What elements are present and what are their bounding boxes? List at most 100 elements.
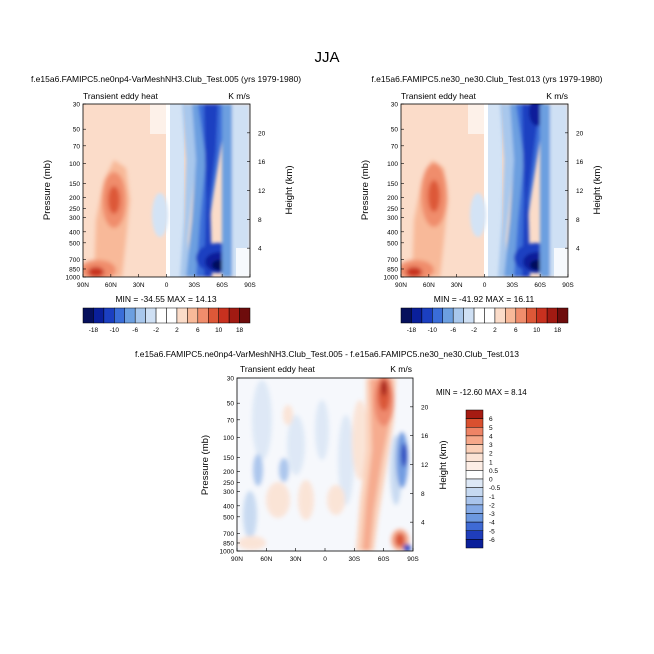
y-tick-label: 70 — [73, 143, 81, 150]
panel-a-colorbar: -18 -10 -6 -2 2 6 10 18 — [82, 307, 251, 334]
colorbar-swatch — [465, 521, 484, 531]
x-tick-label: 30N — [133, 282, 145, 289]
panel-a-ylabel-right: Height (km) — [284, 165, 295, 214]
colorbar-swatch — [103, 307, 115, 324]
y-tick-label: 400 — [69, 229, 80, 236]
colorbar-label: 2 — [489, 451, 493, 458]
panel-b-field — [401, 104, 568, 277]
figure-title: JJA — [314, 49, 339, 66]
colorbar-swatch — [452, 307, 464, 324]
colorbar-swatch — [432, 307, 443, 324]
colorbar-swatch — [465, 513, 484, 523]
panel-c-colorbar: 6 54 3 21 0.5 0-0.5 -1-2 -3 -4-5 -6 — [465, 409, 501, 549]
colorbar-swatch — [145, 307, 157, 324]
y-tick-label: 50 — [227, 401, 235, 408]
x-tick-label: 90N — [395, 282, 407, 289]
y-tick-label: 70 — [227, 417, 235, 424]
x-tick-label: 90S — [562, 282, 574, 289]
colorbar-swatch — [465, 427, 484, 437]
colorbar-swatch — [515, 307, 527, 324]
colorbar-label: -10 — [110, 327, 120, 334]
x-tick-label: 60S — [378, 556, 390, 563]
colorbar-swatch — [465, 504, 484, 514]
y-tick-label: 1000 — [220, 549, 235, 556]
x-tick-label: 60N — [105, 282, 117, 289]
x-tick-label: 60N — [423, 282, 435, 289]
x-tick-label: 0 — [165, 282, 169, 289]
y-tick-label: 50 — [391, 127, 399, 134]
y-tick-label: 150 — [223, 455, 234, 462]
colorbar-swatch — [526, 307, 537, 324]
y-tick-label: 1000 — [384, 275, 399, 282]
colorbar-swatch — [463, 307, 475, 324]
colorbar-swatch — [239, 307, 251, 324]
colorbar-swatch — [484, 307, 496, 324]
panel-a-subtitle-right: K m/s — [228, 91, 250, 101]
panel-b-ylabel-right: Height (km) — [592, 165, 603, 214]
colorbar-label: 6 — [514, 327, 518, 334]
colorbar-swatch — [546, 307, 558, 324]
colorbar-swatch — [82, 307, 94, 324]
y-tick-label: 100 — [69, 161, 80, 168]
y-tick-label: 200 — [69, 195, 80, 202]
colorbar-swatch — [187, 307, 199, 324]
y-tick-label: 300 — [387, 215, 398, 222]
y-tick-label: 850 — [69, 266, 80, 273]
x-tick-label: 0 — [483, 282, 487, 289]
panel-c-ticks: 305070100150200250300400500700850100090N… — [220, 376, 429, 564]
panel-b-title: f.e15a6.FAMIPC5.ne30_ne30.Club_Test.013 … — [371, 74, 602, 84]
colorbar-label: -0.5 — [489, 485, 501, 492]
colorbar-swatch — [465, 418, 484, 428]
panel-c: f.e15a6.FAMIPC5.ne0np4-VarMeshNH3.Club_T… — [135, 349, 527, 563]
panel-a-stats: MIN = -34.55 MAX = 14.13 — [115, 294, 216, 304]
right-tick-label: 8 — [258, 217, 262, 224]
y-tick-label: 500 — [387, 240, 398, 247]
colorbar-label: -2 — [153, 327, 159, 334]
y-tick-label: 250 — [223, 480, 234, 487]
y-tick-label: 400 — [387, 229, 398, 236]
colorbar-label: -6 — [450, 327, 456, 334]
colorbar-swatch — [465, 478, 484, 488]
x-tick-label: 60S — [534, 282, 546, 289]
right-tick-label: 12 — [258, 188, 266, 195]
panel-c-title: f.e15a6.FAMIPC5.ne0np4-VarMeshNH3.Club_T… — [135, 349, 519, 359]
panel-c-stats: MIN = -12.60 MAX = 8.14 — [436, 388, 527, 397]
colorbar-swatch — [442, 307, 454, 324]
panel-b-ylabel: Pressure (mb) — [360, 160, 371, 220]
colorbar-label: 0.5 — [489, 468, 498, 475]
panel-c-subtitle-left: Transient eddy heat — [240, 364, 315, 374]
colorbar-swatch — [536, 307, 548, 324]
x-tick-label: 30N — [290, 556, 302, 563]
colorbar-swatch — [465, 487, 484, 497]
x-tick-label: 90S — [244, 282, 256, 289]
colorbar-label: -6 — [489, 537, 495, 544]
colorbar-label: 2 — [175, 327, 179, 334]
panel-a-ticks: 305070100150200250300400500700850100090N… — [66, 102, 266, 290]
y-tick-label: 850 — [387, 266, 398, 273]
colorbar-label: -4 — [489, 520, 495, 527]
right-tick-label: 16 — [576, 159, 584, 166]
colorbar-label: 1 — [489, 459, 493, 466]
panel-b-ticks: 305070100150200250300400500700850100090N… — [384, 102, 584, 290]
x-tick-label: 60S — [216, 282, 228, 289]
panel-a-subtitle-left: Transient eddy heat — [83, 91, 158, 101]
colorbar-swatch — [400, 307, 412, 324]
panel-b: f.e15a6.FAMIPC5.ne30_ne30.Club_Test.013 … — [360, 74, 603, 334]
colorbar-swatch — [93, 307, 105, 324]
panel-a-ylabel: Pressure (mb) — [42, 160, 53, 220]
colorbar-label: -10 — [428, 327, 438, 334]
colorbar-label: 4 — [489, 433, 493, 440]
colorbar-swatch — [134, 307, 146, 324]
y-tick-label: 700 — [223, 531, 234, 538]
right-tick-label: 20 — [576, 130, 584, 137]
y-tick-label: 100 — [387, 161, 398, 168]
colorbar-swatch — [465, 470, 484, 480]
right-tick-label: 8 — [421, 491, 425, 498]
y-tick-label: 850 — [223, 540, 234, 547]
colorbar-label: 6 — [489, 416, 493, 423]
colorbar-label: -18 — [407, 327, 417, 334]
colorbar-label: 2 — [493, 327, 497, 334]
x-tick-label: 30S — [189, 282, 201, 289]
colorbar-label: -18 — [89, 327, 99, 334]
colorbar-swatch — [465, 530, 484, 540]
